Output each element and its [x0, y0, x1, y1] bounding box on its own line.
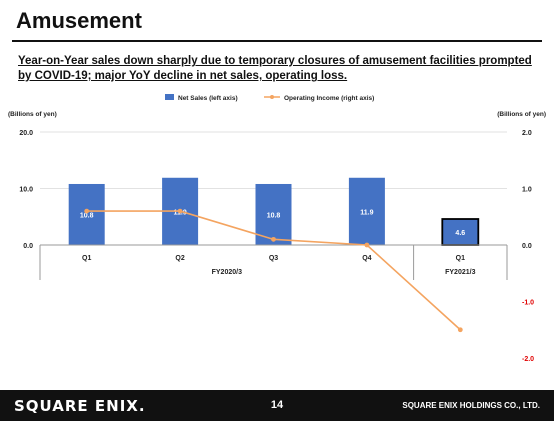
left-tick-label: 0.0: [23, 243, 33, 250]
line-point-operating-income: [364, 242, 370, 248]
bar-net-sales: [68, 183, 105, 245]
legend-label-net-sales: Net Sales (left axis): [178, 95, 238, 102]
left-axis-label: (Billions of yen): [8, 111, 57, 118]
category-label: Q2: [175, 255, 184, 262]
category-label: Q1: [82, 255, 91, 262]
right-tick-label: 2.0: [522, 130, 532, 137]
group-label: FY2021/3: [445, 269, 475, 276]
category-label: Q3: [269, 255, 278, 262]
category-label: Q1: [456, 255, 465, 262]
footer-bar: SQUARE ENIX. 14 SQUARE ENIX HOLDINGS CO.…: [0, 390, 554, 421]
title-divider: [12, 40, 542, 42]
page-title: Amusement: [16, 8, 142, 33]
legend-marker-operating-income: [270, 95, 274, 99]
right-tick-label: -1.0: [522, 300, 534, 307]
amusement-chart: (Billions of yen) (Billions of yen) 0.0 10.…: [8, 94, 546, 363]
brand-logo: SQUARE ENIX.: [14, 397, 146, 415]
left-tick-label: 20.0: [19, 130, 33, 137]
line-point-operating-income: [84, 208, 90, 214]
right-axis-label: (Billions of yen): [497, 111, 546, 118]
bar-value-label: 11.9: [360, 209, 373, 216]
page-number: 14: [270, 399, 284, 411]
right-tick-label: 0.0: [522, 243, 532, 250]
line-point-operating-income: [271, 236, 276, 242]
group-label: FY2020/3: [212, 269, 242, 276]
line-point-operating-income: [457, 327, 463, 333]
bar-net-sales: [348, 177, 385, 245]
legend-label-operating-income: Operating Income (right axis): [284, 95, 374, 102]
bar-net-sales: [255, 183, 292, 245]
line-point-operating-income: [177, 208, 183, 214]
legend-swatch-net-sales: [165, 94, 174, 100]
bar-value-label: 10.8: [80, 212, 94, 219]
category-label: Q4: [362, 255, 371, 262]
company-name: SQUARE ENIX HOLDINGS CO., LTD.: [402, 401, 540, 410]
bar-value-label: 10.8: [267, 212, 281, 219]
right-tick-label: -2.0: [522, 356, 534, 363]
left-tick-label: 10.0: [19, 187, 33, 194]
bar-value-label: 4.6: [455, 230, 465, 237]
page-subtitle: Year-on-Year sales down sharply due to t…: [18, 55, 532, 82]
right-tick-label: 1.0: [522, 187, 532, 194]
